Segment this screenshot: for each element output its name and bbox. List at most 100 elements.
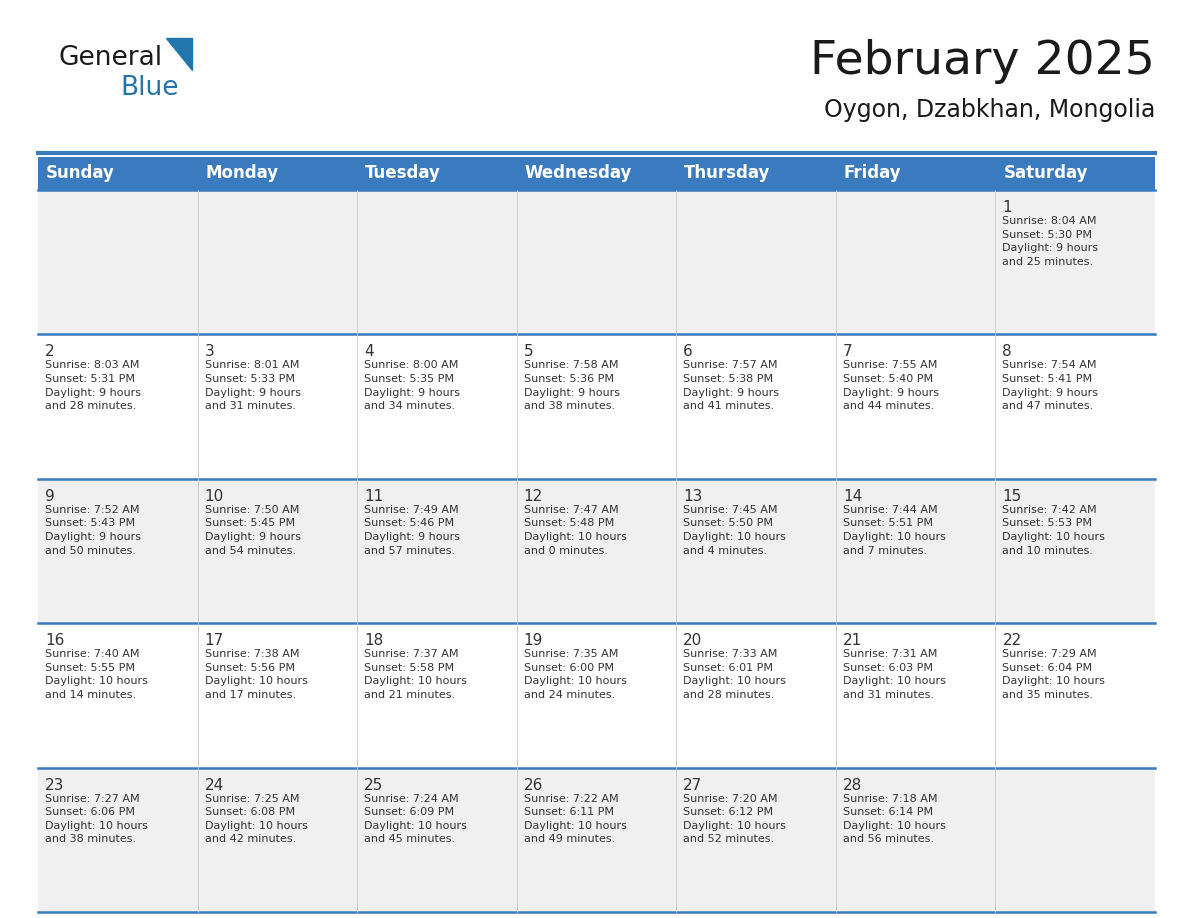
Text: Sunrise: 7:25 AM
Sunset: 6:08 PM
Daylight: 10 hours
and 42 minutes.: Sunrise: 7:25 AM Sunset: 6:08 PM Dayligh… [204,793,308,845]
Bar [197,767,358,912]
Text: Thursday: Thursday [684,164,771,183]
Text: 6: 6 [683,344,693,360]
Bar [676,157,836,190]
Text: Sunrise: 7:24 AM
Sunset: 6:09 PM
Daylight: 10 hours
and 45 minutes.: Sunrise: 7:24 AM Sunset: 6:09 PM Dayligh… [365,793,467,845]
Bar [996,157,1155,190]
Bar [197,190,358,334]
Bar [197,334,358,479]
Text: Sunrise: 7:52 AM
Sunset: 5:43 PM
Daylight: 9 hours
and 50 minutes.: Sunrise: 7:52 AM Sunset: 5:43 PM Dayligh… [45,505,141,555]
Text: General: General [58,45,162,71]
Bar [358,479,517,623]
Bar [996,334,1155,479]
Text: Sunrise: 7:45 AM
Sunset: 5:50 PM
Daylight: 10 hours
and 4 minutes.: Sunrise: 7:45 AM Sunset: 5:50 PM Dayligh… [683,505,786,555]
Bar [836,623,996,767]
Text: Sunrise: 8:04 AM
Sunset: 5:30 PM
Daylight: 9 hours
and 25 minutes.: Sunrise: 8:04 AM Sunset: 5:30 PM Dayligh… [1003,216,1099,267]
Text: 9: 9 [45,488,55,504]
Text: 16: 16 [45,633,64,648]
Bar [517,190,676,334]
Text: Sunrise: 8:01 AM
Sunset: 5:33 PM
Daylight: 9 hours
and 31 minutes.: Sunrise: 8:01 AM Sunset: 5:33 PM Dayligh… [204,361,301,411]
Text: Sunrise: 7:27 AM
Sunset: 6:06 PM
Daylight: 10 hours
and 38 minutes.: Sunrise: 7:27 AM Sunset: 6:06 PM Dayligh… [45,793,147,845]
Text: 24: 24 [204,778,223,792]
Text: 28: 28 [842,778,862,792]
Bar [197,157,358,190]
Text: 27: 27 [683,778,702,792]
Text: Sunrise: 7:22 AM
Sunset: 6:11 PM
Daylight: 10 hours
and 49 minutes.: Sunrise: 7:22 AM Sunset: 6:11 PM Dayligh… [524,793,626,845]
Bar [996,767,1155,912]
Text: 13: 13 [683,488,702,504]
Bar [358,157,517,190]
Text: 10: 10 [204,488,223,504]
Text: Sunrise: 7:58 AM
Sunset: 5:36 PM
Daylight: 9 hours
and 38 minutes.: Sunrise: 7:58 AM Sunset: 5:36 PM Dayligh… [524,361,620,411]
Text: 1: 1 [1003,200,1012,215]
Text: 25: 25 [365,778,384,792]
Bar [38,479,197,623]
Text: February 2025: February 2025 [810,39,1155,84]
Text: Sunrise: 7:57 AM
Sunset: 5:38 PM
Daylight: 9 hours
and 41 minutes.: Sunrise: 7:57 AM Sunset: 5:38 PM Dayligh… [683,361,779,411]
Text: Blue: Blue [120,75,178,101]
Text: Sunrise: 7:31 AM
Sunset: 6:03 PM
Daylight: 10 hours
and 31 minutes.: Sunrise: 7:31 AM Sunset: 6:03 PM Dayligh… [842,649,946,700]
Text: 20: 20 [683,633,702,648]
Text: Sunrise: 7:50 AM
Sunset: 5:45 PM
Daylight: 9 hours
and 54 minutes.: Sunrise: 7:50 AM Sunset: 5:45 PM Dayligh… [204,505,301,555]
Bar [676,190,836,334]
Text: Sunrise: 7:38 AM
Sunset: 5:56 PM
Daylight: 10 hours
and 17 minutes.: Sunrise: 7:38 AM Sunset: 5:56 PM Dayligh… [204,649,308,700]
Bar [517,767,676,912]
Bar [358,767,517,912]
Text: Sunrise: 7:29 AM
Sunset: 6:04 PM
Daylight: 10 hours
and 35 minutes.: Sunrise: 7:29 AM Sunset: 6:04 PM Dayligh… [1003,649,1105,700]
Text: 26: 26 [524,778,543,792]
Bar [358,623,517,767]
Bar [358,334,517,479]
Text: 19: 19 [524,633,543,648]
Text: 2: 2 [45,344,55,360]
Text: Sunrise: 7:55 AM
Sunset: 5:40 PM
Daylight: 9 hours
and 44 minutes.: Sunrise: 7:55 AM Sunset: 5:40 PM Dayligh… [842,361,939,411]
Text: Monday: Monday [206,164,279,183]
Bar [676,623,836,767]
Text: Sunrise: 7:37 AM
Sunset: 5:58 PM
Daylight: 10 hours
and 21 minutes.: Sunrise: 7:37 AM Sunset: 5:58 PM Dayligh… [365,649,467,700]
Bar [836,190,996,334]
Text: 21: 21 [842,633,862,648]
Bar [517,479,676,623]
Text: 14: 14 [842,488,862,504]
Text: Sunrise: 7:49 AM
Sunset: 5:46 PM
Daylight: 9 hours
and 57 minutes.: Sunrise: 7:49 AM Sunset: 5:46 PM Dayligh… [365,505,460,555]
Bar [358,190,517,334]
Text: Sunrise: 7:54 AM
Sunset: 5:41 PM
Daylight: 9 hours
and 47 minutes.: Sunrise: 7:54 AM Sunset: 5:41 PM Dayligh… [1003,361,1099,411]
Bar [197,623,358,767]
Text: 12: 12 [524,488,543,504]
Bar [517,334,676,479]
Text: 23: 23 [45,778,64,792]
Bar [996,479,1155,623]
Text: Oygon, Dzabkhan, Mongolia: Oygon, Dzabkhan, Mongolia [823,98,1155,122]
Text: Sunrise: 7:35 AM
Sunset: 6:00 PM
Daylight: 10 hours
and 24 minutes.: Sunrise: 7:35 AM Sunset: 6:00 PM Dayligh… [524,649,626,700]
Text: Sunrise: 7:47 AM
Sunset: 5:48 PM
Daylight: 10 hours
and 0 minutes.: Sunrise: 7:47 AM Sunset: 5:48 PM Dayligh… [524,505,626,555]
Text: Sunrise: 7:18 AM
Sunset: 6:14 PM
Daylight: 10 hours
and 56 minutes.: Sunrise: 7:18 AM Sunset: 6:14 PM Dayligh… [842,793,946,845]
Bar [996,623,1155,767]
Bar [836,157,996,190]
Text: 3: 3 [204,344,214,360]
Text: Sunrise: 7:20 AM
Sunset: 6:12 PM
Daylight: 10 hours
and 52 minutes.: Sunrise: 7:20 AM Sunset: 6:12 PM Dayligh… [683,793,786,845]
Bar [38,190,197,334]
Text: Sunrise: 7:42 AM
Sunset: 5:53 PM
Daylight: 10 hours
and 10 minutes.: Sunrise: 7:42 AM Sunset: 5:53 PM Dayligh… [1003,505,1105,555]
Bar [836,334,996,479]
Text: Saturday: Saturday [1004,164,1088,183]
Bar [38,157,197,190]
Bar [676,479,836,623]
Polygon shape [166,38,192,70]
Text: Sunrise: 7:33 AM
Sunset: 6:01 PM
Daylight: 10 hours
and 28 minutes.: Sunrise: 7:33 AM Sunset: 6:01 PM Dayligh… [683,649,786,700]
Bar [517,623,676,767]
Bar [676,334,836,479]
Text: Sunday: Sunday [46,164,115,183]
Text: 18: 18 [365,633,384,648]
Bar [836,767,996,912]
Text: Tuesday: Tuesday [365,164,441,183]
Text: 5: 5 [524,344,533,360]
Bar [517,157,676,190]
Text: Sunrise: 8:03 AM
Sunset: 5:31 PM
Daylight: 9 hours
and 28 minutes.: Sunrise: 8:03 AM Sunset: 5:31 PM Dayligh… [45,361,141,411]
Text: 15: 15 [1003,488,1022,504]
Bar [836,479,996,623]
Bar [38,767,197,912]
Bar [38,334,197,479]
Text: Sunrise: 7:40 AM
Sunset: 5:55 PM
Daylight: 10 hours
and 14 minutes.: Sunrise: 7:40 AM Sunset: 5:55 PM Dayligh… [45,649,147,700]
Text: 17: 17 [204,633,223,648]
Text: Sunrise: 8:00 AM
Sunset: 5:35 PM
Daylight: 9 hours
and 34 minutes.: Sunrise: 8:00 AM Sunset: 5:35 PM Dayligh… [365,361,460,411]
Text: 22: 22 [1003,633,1022,648]
Text: 7: 7 [842,344,853,360]
